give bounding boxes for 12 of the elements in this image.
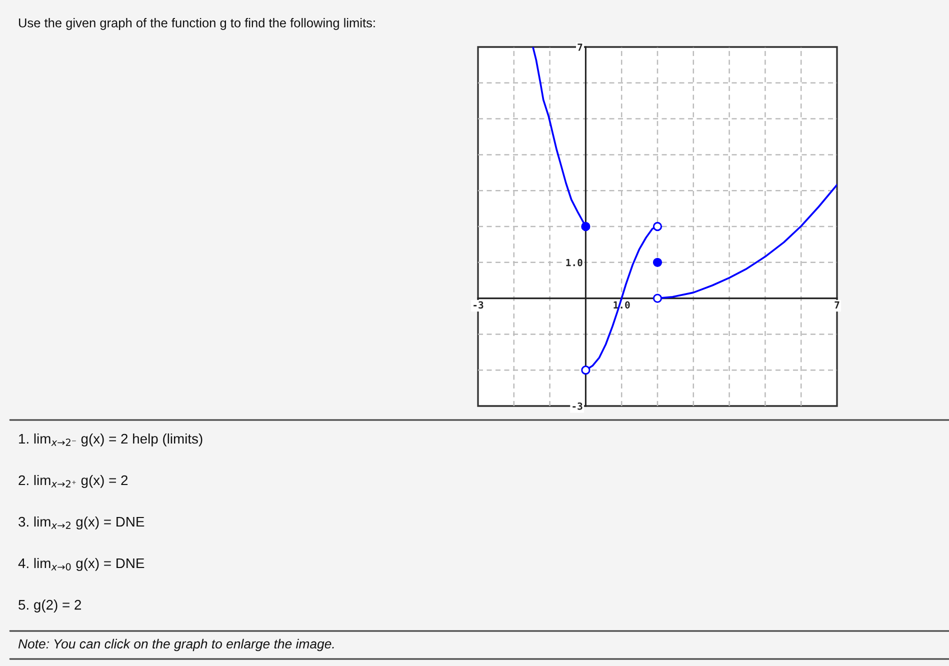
text: 2. lim$_{x→2⁺}$ g(x) = 2 <box>18 474 128 488</box>
text: 5. g(2) = 2 <box>18 600 81 612</box>
text: 3. lim$_{x→2}$ g(x) = DNE <box>18 516 144 530</box>
text: Use the given graph of the function g to find the following limits: <box>18 18 375 30</box>
y-tick-label: 7 <box>578 44 582 51</box>
y-tick-label: -3 <box>572 402 582 410</box>
y-tick-label: 1.0 <box>566 258 582 266</box>
x-tick-label: 7 <box>834 301 840 308</box>
text: 1. lim$_{x→2⁻}$ g(x) = 2 help (limits) <box>19 433 202 446</box>
x-tick-label: -3 <box>474 301 484 309</box>
text: 4. lim$_{x→0}$ g(x) = DNE <box>18 558 144 571</box>
text: Note: You can click on the graph to enlarge the image. <box>18 638 334 652</box>
